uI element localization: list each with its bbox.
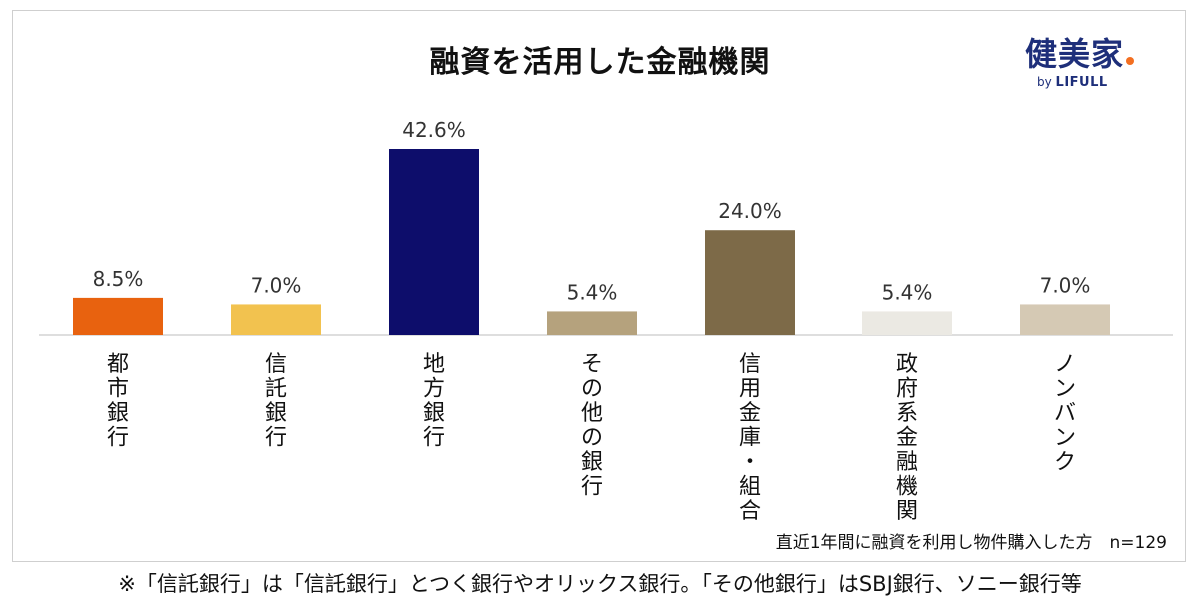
category-label-2: 地方銀行	[423, 352, 445, 451]
value-label-5: 5.4%	[882, 280, 933, 304]
kenbiya-logo: 健美家 by LIFULL	[1025, 29, 1175, 99]
value-label-2: 42.6%	[402, 118, 466, 142]
value-label-1: 7.0%	[251, 273, 302, 297]
logo-text: 健美家	[1025, 35, 1125, 73]
logo-dot-icon	[1126, 57, 1135, 65]
bar-5	[862, 311, 952, 335]
bar-1	[231, 304, 321, 335]
category-label-5: 政府系金融機関	[896, 352, 918, 524]
category-label-0: 都市銀行	[107, 352, 129, 451]
category-label-1: 信託銀行	[265, 352, 287, 451]
category-label-4: 信用金庫・組合	[739, 352, 761, 524]
chart-title: 融資を活用した金融機関	[429, 45, 771, 80]
bar-4	[705, 230, 795, 335]
sample-footnote: 直近1年間に融資を利用し物件購入した方 n=129	[775, 533, 1167, 553]
value-label-0: 8.5%	[93, 267, 144, 291]
logo-by: by	[1037, 75, 1052, 89]
bar-2	[389, 149, 479, 335]
bar-0	[73, 297, 163, 335]
value-label-3: 5.4%	[567, 280, 618, 304]
logo-wordmark: 健美家	[1025, 29, 1135, 75]
bar-3	[547, 311, 637, 335]
bottom-note: ※「信託銀行」は「信託銀行」とつく銀行やオリックス銀行。「その他銀行」はSBJ銀…	[118, 572, 1082, 596]
bar-chart-plot: 8.5% 都市銀行 7.0% 信託銀行 42.6% 地方銀行 5.4% その他の銀行 24.0%…	[39, 118, 1173, 524]
value-label-4: 24.0%	[718, 199, 782, 223]
bar-6	[1020, 304, 1110, 335]
category-label-6: ノンバンク	[1054, 352, 1076, 475]
logo-byline: by LIFULL	[1037, 75, 1108, 90]
category-label-3: その他の銀行	[581, 352, 603, 500]
logo-brand: LIFULL	[1055, 75, 1108, 90]
chart-frame: 融資を活用した金融機関 健美家 by LIFULL 8.5% 都市銀行 7.0% 信託…	[12, 10, 1186, 562]
value-label-6: 7.0%	[1040, 273, 1091, 297]
